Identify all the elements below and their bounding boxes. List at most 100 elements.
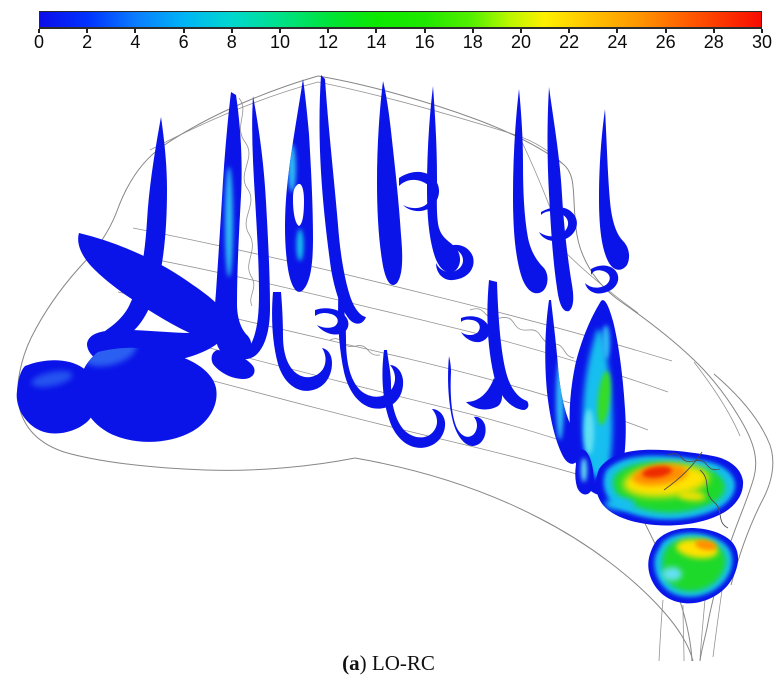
overlay-scribbles bbox=[663, 451, 729, 529]
colorbar-tick-label: 2 bbox=[82, 32, 93, 52]
colorbar-tick-label: 14 bbox=[366, 32, 387, 52]
vestibule-bright-patch bbox=[83, 347, 137, 367]
outline-inner-roof bbox=[149, 81, 564, 165]
colorbar-tick-label: 0 bbox=[33, 32, 45, 52]
cyan-streak bbox=[288, 144, 296, 192]
vestibule-highlight-group bbox=[83, 347, 137, 367]
slice-ribbon-2-streaks bbox=[225, 167, 233, 277]
colorbar-tick-label: 30 bbox=[751, 32, 773, 52]
oropharynx-fill bbox=[654, 533, 733, 597]
colorbar-tick bbox=[761, 29, 763, 33]
vestibule-side-band bbox=[211, 350, 255, 379]
cyan-streak bbox=[296, 229, 304, 261]
colorbar-tick bbox=[38, 29, 40, 33]
meatus-hook-e bbox=[487, 280, 529, 410]
colorbar-tick bbox=[279, 29, 281, 33]
colorbar-tick-label: 6 bbox=[178, 32, 189, 52]
colorbar-tick bbox=[712, 29, 715, 33]
nasopharynx-contour bbox=[595, 449, 744, 526]
colorbar-tick bbox=[423, 29, 426, 33]
outline-right-bulge bbox=[713, 373, 774, 586]
colorbar-tick-label: 12 bbox=[318, 32, 339, 52]
cyan-streak bbox=[556, 360, 564, 440]
colorbar-tick-label: 26 bbox=[655, 32, 676, 52]
figure-caption: (a) LO-RC bbox=[0, 651, 777, 676]
comma-curl-b bbox=[461, 316, 490, 343]
cyan-streak bbox=[225, 167, 233, 277]
meatus-hook-c bbox=[382, 350, 446, 448]
colorbar-tick-label: 20 bbox=[510, 32, 532, 52]
septum-scribble bbox=[238, 97, 255, 307]
slice-ribbon-9 bbox=[547, 87, 574, 312]
slice-ribbon-10 bbox=[599, 109, 630, 270]
colorbar-tick bbox=[520, 29, 522, 33]
colorbar-tick bbox=[471, 29, 474, 33]
colorbar-ticks: 0 2 4 6 8 10 12 14 16 18 20 22 24 26 28 30 bbox=[34, 29, 772, 57]
colorbar-tick-label: 18 bbox=[462, 32, 483, 52]
colorbar-tick bbox=[134, 29, 137, 33]
comma-curl-a bbox=[315, 308, 349, 335]
cyan-streak bbox=[602, 325, 610, 359]
colorbar-tick-label: 10 bbox=[269, 32, 291, 52]
vestibule-lobe bbox=[79, 347, 217, 442]
yellow-streak bbox=[678, 490, 706, 502]
meatus-hook-d bbox=[448, 356, 486, 446]
slice-ribbon-5 bbox=[319, 75, 366, 324]
colorbar-tick-label: 4 bbox=[130, 32, 141, 52]
colorbar-tick bbox=[664, 29, 667, 33]
nose-tip-highlight-group bbox=[31, 370, 73, 388]
blob-scribble-1 bbox=[667, 453, 721, 471]
throat-inner-3 bbox=[699, 599, 706, 661]
colorbar-tick bbox=[616, 29, 619, 33]
meatus-hook-b bbox=[338, 283, 404, 409]
slice-ribbon-8 bbox=[513, 89, 548, 294]
posterior-thin-ribbon-streak bbox=[556, 360, 564, 440]
throat-inner-4 bbox=[693, 361, 741, 437]
blob-scribble-2 bbox=[699, 469, 729, 529]
colorbar-tick bbox=[568, 29, 571, 33]
slice-ribbon-6 bbox=[377, 81, 403, 286]
colorbar-tick bbox=[182, 29, 185, 33]
slice-curl-10 bbox=[585, 265, 619, 294]
nose-tip-sheen bbox=[31, 370, 73, 388]
posterior-sliver-streak bbox=[581, 458, 587, 482]
orange-core bbox=[695, 539, 717, 551]
slice-curl-8 bbox=[539, 207, 577, 242]
meatus-hook-e-tail bbox=[466, 378, 503, 410]
colorbar-tick-label: 22 bbox=[559, 32, 580, 52]
small-scribble bbox=[329, 338, 381, 356]
caption-paren-open: ( bbox=[342, 651, 350, 675]
slice-ribbon-3 bbox=[233, 96, 270, 360]
colorbar-tick bbox=[86, 29, 89, 33]
colorbar-tick-label: 8 bbox=[226, 32, 237, 52]
cyan-streak bbox=[584, 409, 594, 455]
throat-inner-6 bbox=[682, 604, 685, 662]
oropharynx-contour bbox=[648, 528, 739, 604]
caption-label: ) LO-RC bbox=[359, 651, 435, 675]
caption-panel-letter: a bbox=[349, 651, 360, 675]
slice-ribbon-7 bbox=[427, 86, 461, 273]
green-streak bbox=[597, 371, 611, 425]
colorbar-gradient bbox=[39, 11, 762, 29]
cyan-spot bbox=[662, 567, 682, 581]
cyan-streak bbox=[581, 458, 587, 482]
colorbar-tick-label: 24 bbox=[607, 32, 628, 52]
coronal-slices bbox=[16, 75, 630, 464]
colorbar-tick bbox=[375, 29, 378, 33]
cyan-patch bbox=[605, 498, 635, 510]
colorbar-tick-label: 28 bbox=[703, 32, 724, 52]
blob-scribble-3 bbox=[663, 451, 703, 491]
slice-curl-7 bbox=[436, 244, 474, 281]
meatus-hook-a bbox=[272, 292, 332, 391]
posterior-slice-streaks bbox=[582, 325, 613, 479]
slice-ribbon-1 bbox=[93, 117, 167, 343]
nose-tip-blob bbox=[16, 360, 94, 434]
outline-throat-left bbox=[354, 457, 694, 662]
colorbar-tick bbox=[327, 29, 330, 33]
colorbar-tick-label: 16 bbox=[414, 32, 435, 52]
red-core bbox=[642, 466, 672, 478]
posterior-slice bbox=[569, 300, 626, 496]
colorbar-tick bbox=[230, 29, 233, 33]
